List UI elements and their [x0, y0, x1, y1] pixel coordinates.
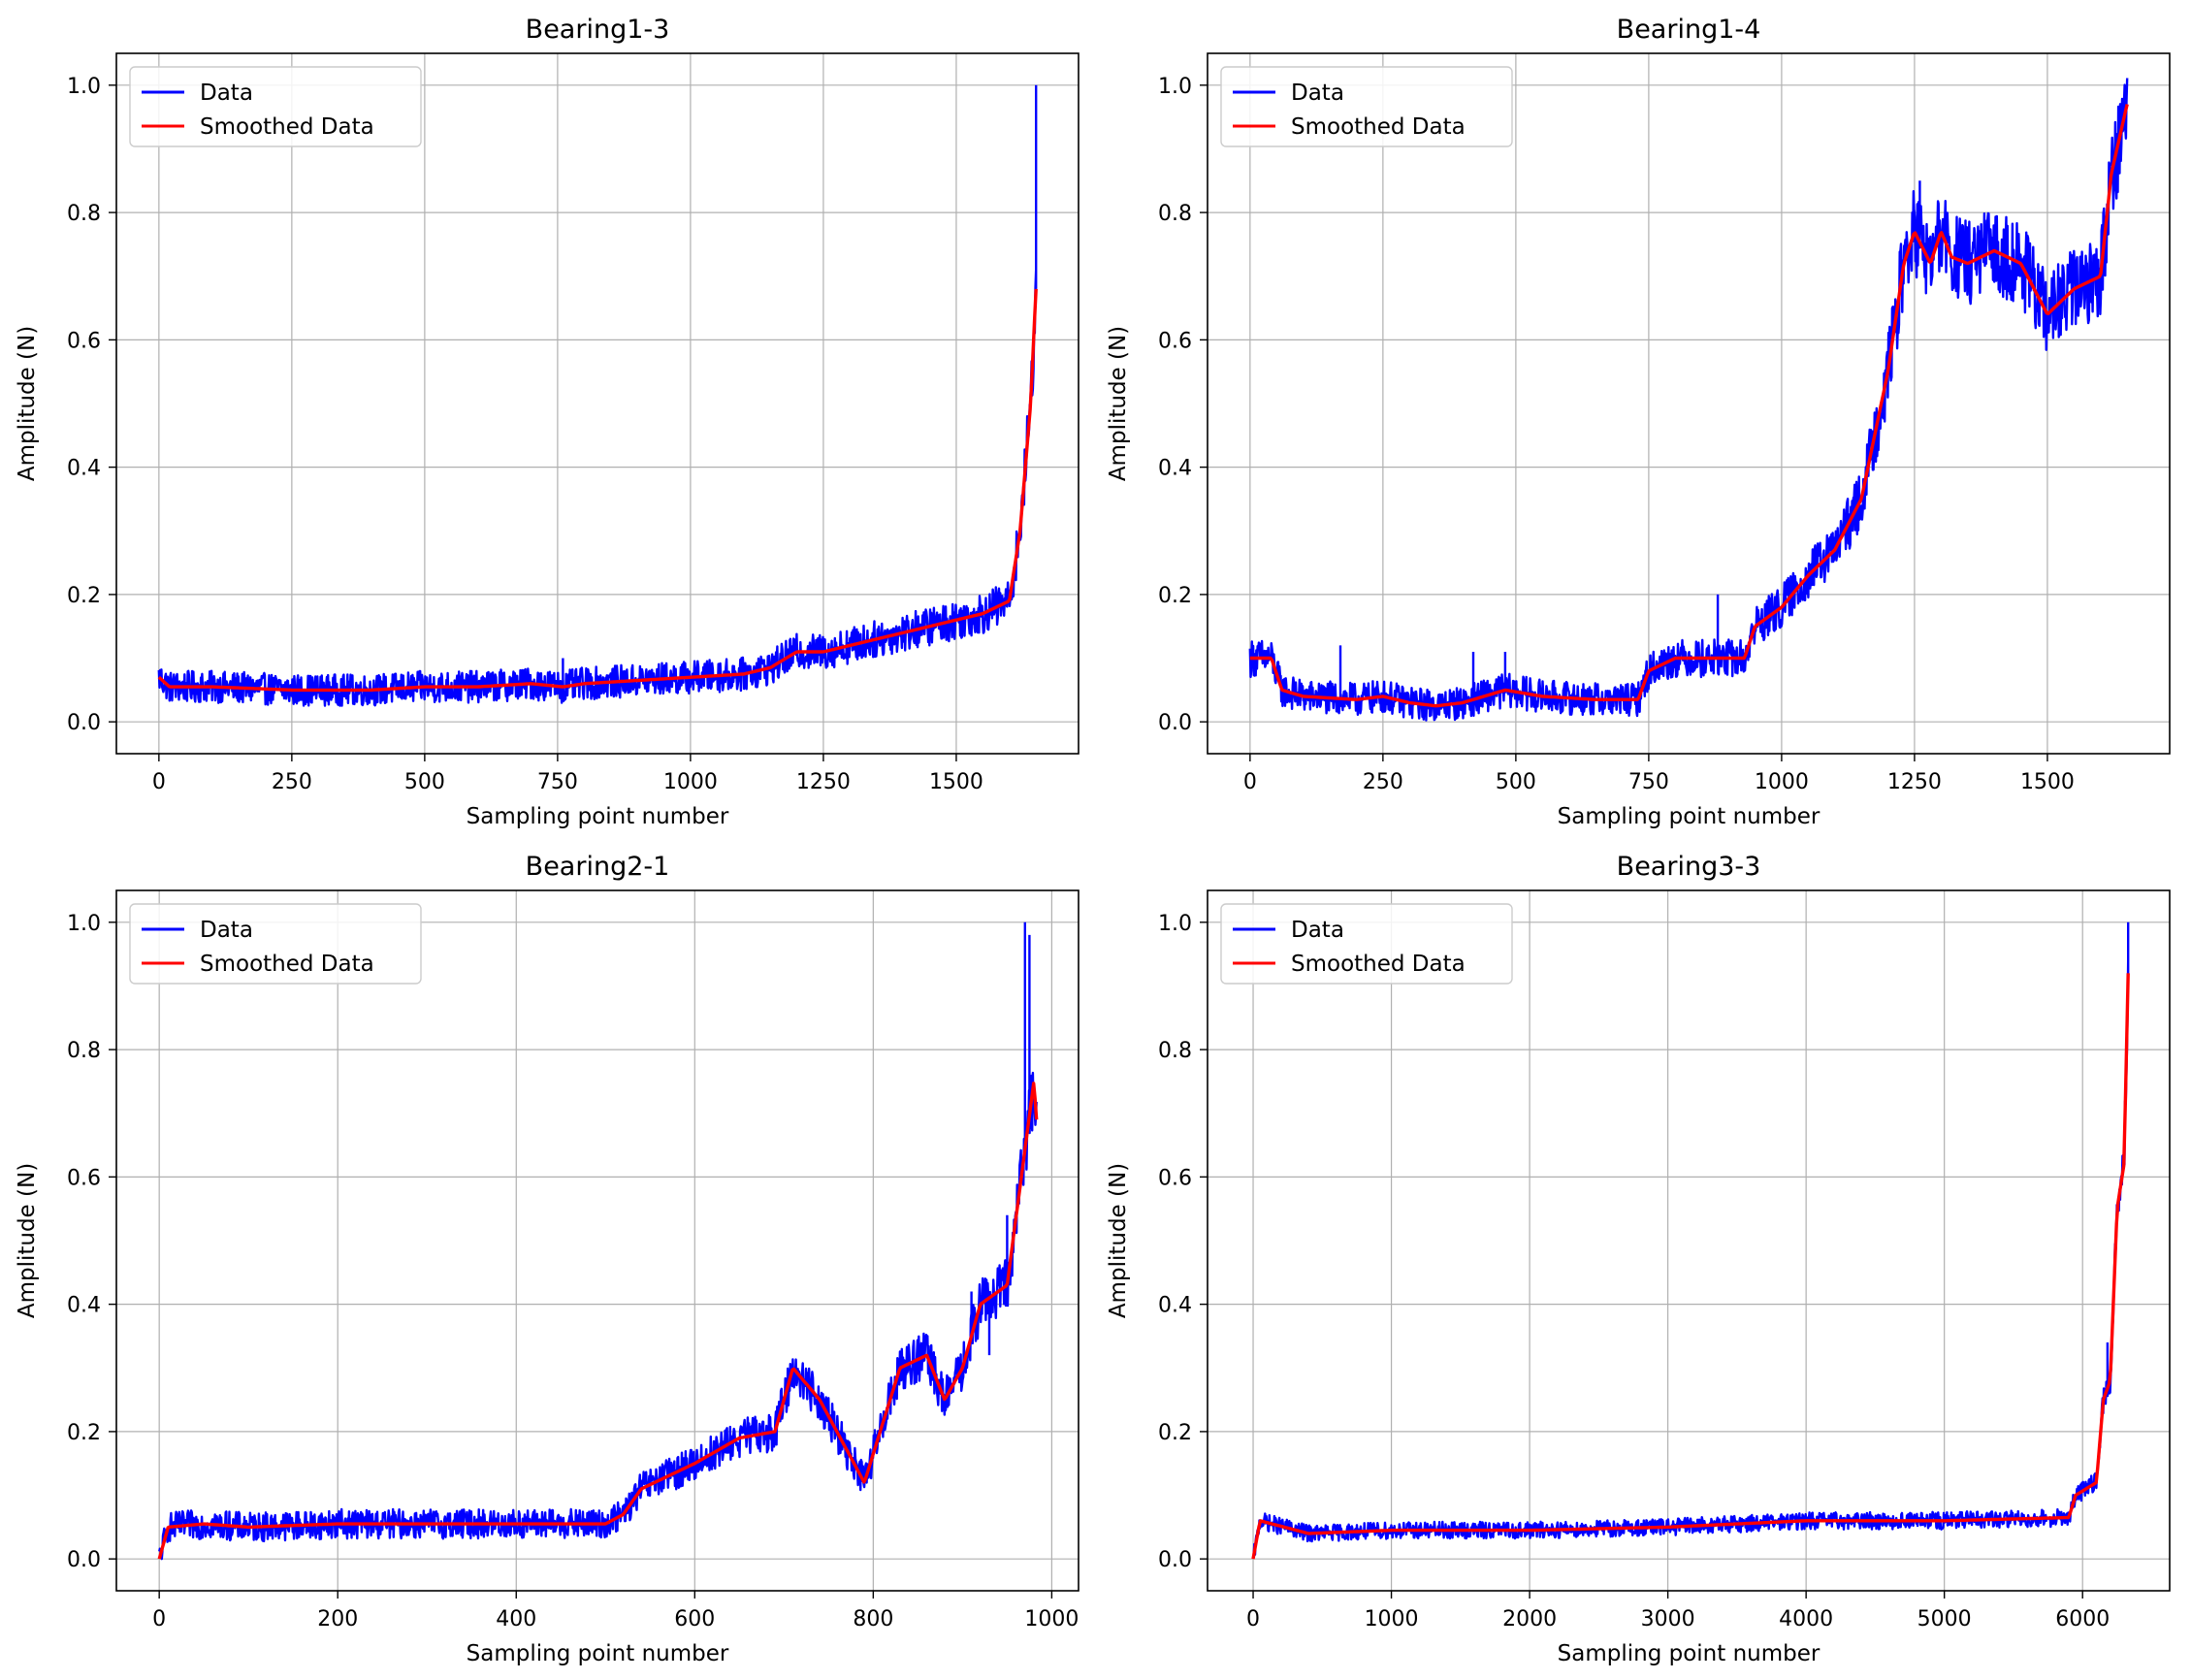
x-tick-label: 750: [537, 770, 578, 794]
y-tick-label: 1.0: [67, 75, 101, 99]
chart-title: Bearing3-3: [1617, 852, 1761, 882]
y-tick-label: 0.0: [1158, 1548, 1192, 1572]
legend-smoothed-label: Smoothed Data: [200, 952, 374, 977]
x-tick-label: 0: [1243, 770, 1257, 794]
chart-panel-3: 0 200 400 600 800 1000 0.0 0.2 0.4 0.6 0.8 1.0 Beari…: [15, 852, 1079, 1666]
y-tick-label: 0.2: [1158, 1421, 1192, 1445]
x-tick-label: 500: [1496, 770, 1536, 794]
chart-panel-2: 0 250 500 750 1000 1250 1500 0.0 0.2 0.4 0.6 0.8 1.0…: [1106, 15, 2171, 829]
y-tick-label: 0.8: [1158, 1039, 1192, 1063]
y-tick-label: 0.6: [67, 329, 101, 353]
x-tick-label: 250: [1363, 770, 1403, 794]
x-tick-label: 800: [853, 1607, 893, 1632]
chart-panel-1: 0 250 500 750 1000 1250 1500 0.0 0.2 0.4 0.6 0.8 1.0…: [15, 15, 1079, 829]
y-tick-label: 0.0: [67, 1548, 101, 1572]
y-tick-label: 0.4: [1158, 457, 1192, 481]
x-axis-label: Sampling point number: [467, 1641, 729, 1666]
y-tick-label: 0.4: [67, 457, 101, 481]
y-tick-label: 0.4: [1158, 1294, 1192, 1318]
data-series-line: [158, 921, 1038, 1561]
legend-box: [1220, 66, 1513, 147]
legend-data-label: Data: [1291, 81, 1344, 106]
y-tick-label: 0.8: [1158, 202, 1192, 226]
x-axis-label: Sampling point number: [1558, 804, 1820, 829]
y-tick-label: 0.8: [67, 1039, 101, 1063]
legend-data-label: Data: [1291, 918, 1344, 943]
y-tick-label: 0.4: [67, 1294, 101, 1318]
x-tick-label: 0: [1246, 1607, 1260, 1632]
legend-box: [129, 903, 422, 985]
y-tick-label: 0.6: [67, 1166, 101, 1190]
y-tick-label: 1.0: [1158, 75, 1192, 99]
x-tick-label: 2000: [1502, 1607, 1557, 1632]
x-tick-label: 5000: [1917, 1607, 1972, 1632]
data-series-line: [1252, 921, 2130, 1556]
x-axis-label: Sampling point number: [1558, 1641, 1820, 1666]
x-tick-label: 1000: [663, 770, 718, 794]
chart-panel-4: 0 1000 2000 3000 4000 5000 6000 0.0 0.2 0.4 0.6 0.8…: [1106, 852, 2171, 1666]
y-tick-label: 0.6: [1158, 1166, 1192, 1190]
y-axis-label: Amplitude (N): [15, 326, 40, 481]
y-tick-label: 1.0: [67, 912, 101, 936]
x-tick-label: 1000: [1755, 770, 1809, 794]
x-tick-label: 1250: [796, 770, 851, 794]
legend-smoothed-label: Smoothed Data: [1291, 952, 1466, 977]
y-tick-label: 0.2: [67, 584, 101, 608]
y-tick-label: 0.8: [67, 202, 101, 226]
legend-box: [1220, 903, 1513, 985]
smoothed-series-line: [1251, 973, 2130, 1560]
x-tick-label: 400: [496, 1607, 536, 1632]
x-tick-label: 3000: [1641, 1607, 1695, 1632]
x-tick-label: 0: [152, 1607, 166, 1632]
legend-smoothed-label: Smoothed Data: [200, 114, 374, 140]
y-axis-label: Amplitude (N): [15, 1163, 40, 1318]
x-tick-label: 600: [674, 1607, 715, 1632]
y-tick-label: 1.0: [1158, 912, 1192, 936]
data-series-line: [1248, 78, 2129, 722]
axes-frame: [115, 52, 1079, 755]
x-tick-label: 1000: [1365, 1607, 1419, 1632]
x-tick-label: 250: [272, 770, 312, 794]
y-tick-label: 0.0: [67, 711, 101, 735]
x-tick-label: 1000: [1024, 1607, 1079, 1632]
smoothed-series-line: [157, 288, 1038, 693]
x-tick-label: 200: [317, 1607, 358, 1632]
y-tick-label: 0.2: [67, 1421, 101, 1445]
chart-title: Bearing1-3: [526, 15, 670, 45]
legend-data-label: Data: [200, 918, 253, 943]
y-tick-label: 0.6: [1158, 329, 1192, 353]
x-tick-label: 1250: [1887, 770, 1942, 794]
data-series-line: [157, 84, 1038, 707]
x-tick-label: 0: [152, 770, 166, 794]
axes-frame: [1207, 889, 2171, 1592]
x-axis-label: Sampling point number: [467, 804, 729, 829]
y-axis-label: Amplitude (N): [1106, 326, 1131, 481]
smoothed-series-line: [1249, 104, 2129, 708]
x-tick-label: 750: [1628, 770, 1669, 794]
chart-title: Bearing1-4: [1617, 15, 1761, 45]
x-tick-label: 1500: [2020, 770, 2075, 794]
axes-frame: [115, 889, 1079, 1592]
x-tick-label: 6000: [2055, 1607, 2110, 1632]
x-tick-label: 1500: [929, 770, 983, 794]
x-tick-label: 4000: [1779, 1607, 1833, 1632]
legend-box: [129, 66, 422, 147]
y-axis-label: Amplitude (N): [1106, 1163, 1131, 1318]
y-tick-label: 0.2: [1158, 584, 1192, 608]
chart-title: Bearing2-1: [526, 852, 670, 882]
x-tick-label: 500: [404, 770, 445, 794]
legend-smoothed-label: Smoothed Data: [1291, 114, 1466, 140]
legend-data-label: Data: [200, 81, 253, 106]
axes-frame: [1207, 52, 2171, 755]
smoothed-series-line: [157, 1082, 1039, 1560]
y-tick-label: 0.0: [1158, 711, 1192, 735]
